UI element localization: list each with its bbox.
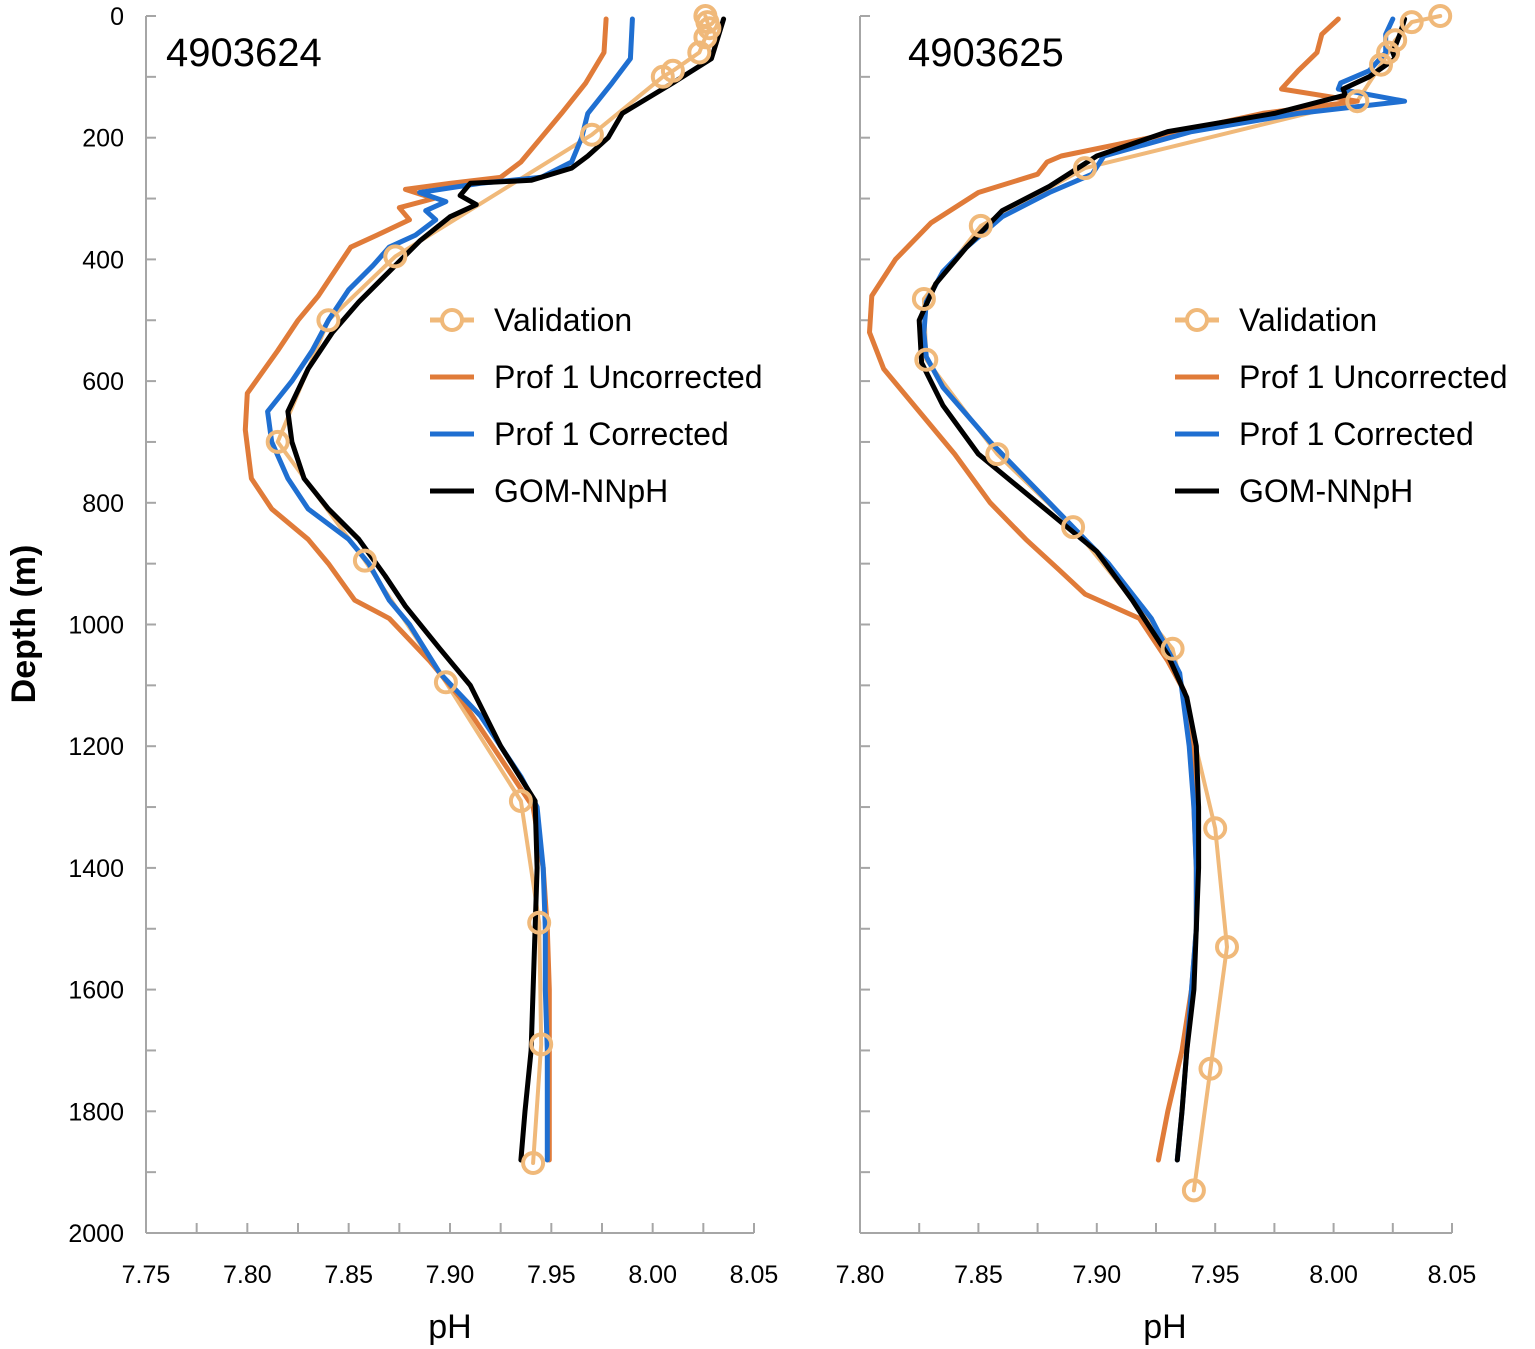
data-point — [1061, 515, 1086, 540]
x-tick-label: 7.85 — [324, 1261, 373, 1289]
data-point — [1345, 89, 1370, 114]
legend-label: Prof 1 Corrected — [1239, 416, 1474, 452]
legend-label: GOM-NNpH — [1239, 473, 1413, 509]
data-point — [687, 40, 712, 65]
data-point — [1198, 1056, 1223, 1081]
x-tick-label: 7.90 — [426, 1261, 475, 1289]
series-line-2 — [265, 16, 635, 1163]
x-tick-label: 7.75 — [122, 1261, 171, 1289]
x-tick-label: 7.90 — [1072, 1261, 1121, 1289]
y-tick-label: 1800 — [68, 1098, 124, 1126]
series-line-0 — [921, 14, 1443, 1193]
data-point — [265, 429, 290, 454]
y-tick-label: 600 — [82, 368, 124, 396]
legend-label: Prof 1 Uncorrected — [1239, 359, 1508, 395]
y-tick-label: 1400 — [68, 855, 124, 883]
y-tick-label: 1200 — [68, 733, 124, 761]
series-line-2 — [921, 16, 1408, 1163]
data-point — [914, 347, 939, 372]
data-point — [579, 122, 604, 147]
legend-label: Prof 1 Uncorrected — [494, 359, 763, 395]
data-point — [527, 910, 552, 935]
legend-label: Prof 1 Corrected — [494, 416, 729, 452]
x-tick-label: 7.80 — [836, 1261, 885, 1289]
legend: Validation Prof 1 Uncorrected Prof 1 Corre… — [430, 302, 763, 509]
data-point — [1428, 4, 1453, 28]
data-point — [433, 670, 458, 695]
data-point — [1215, 935, 1239, 959]
data-point — [650, 64, 675, 89]
data-point — [1181, 1178, 1206, 1203]
data-point — [529, 1032, 554, 1057]
x-axis-title: pH — [428, 1308, 471, 1346]
series-line-0 — [275, 14, 712, 1165]
x-tick-label: 8.00 — [1309, 1261, 1358, 1289]
legend-label: Validation — [1239, 302, 1377, 338]
series-line-3 — [916, 16, 1408, 1163]
x-tick-label: 8.05 — [730, 1261, 779, 1289]
legend-label: GOM-NNpH — [494, 473, 668, 509]
y-axis-title: Depth (m) — [5, 545, 43, 704]
data-point — [1160, 636, 1185, 661]
x-tick-label: 7.95 — [1191, 1261, 1240, 1289]
data-point — [316, 308, 341, 333]
data-point — [521, 1151, 546, 1175]
y-tick-label: 800 — [82, 490, 124, 518]
legend-label: Validation — [494, 302, 632, 338]
x-tick-label: 7.85 — [954, 1261, 1003, 1289]
data-point — [1203, 816, 1228, 841]
data-point — [968, 213, 993, 238]
legend-marker — [1185, 308, 1209, 332]
data-point — [352, 548, 377, 573]
chart-panel-1: 7.80 7.85 7.90 7.95 8.00 8.05 pH 4903625 Validat… — [836, 4, 1508, 1346]
series-line-1 — [867, 16, 1360, 1163]
data-point — [985, 442, 1010, 467]
data-point — [1073, 156, 1097, 181]
data-point — [1376, 40, 1401, 65]
chart-panel-0: 0 200 400 600 800 1000 1200 1400 1600 1800 2000 7.7… — [5, 3, 778, 1346]
panel-title: 4903625 — [908, 31, 1064, 75]
data-point — [508, 789, 533, 813]
y-tick-label: 2000 — [68, 1220, 124, 1248]
y-tick-label: 1600 — [68, 977, 124, 1005]
y-tick-label: 400 — [82, 246, 124, 274]
y-tick-label: 0 — [110, 3, 124, 31]
data-point — [1383, 28, 1408, 53]
x-tick-label: 8.00 — [628, 1261, 677, 1289]
data-point — [383, 244, 408, 269]
data-point — [1369, 52, 1393, 77]
x-tick-label: 7.80 — [223, 1261, 272, 1289]
panel-title: 4903624 — [166, 31, 322, 75]
x-axis-title: pH — [1143, 1308, 1186, 1346]
x-tick-label: 7.95 — [527, 1261, 576, 1289]
y-tick-label: 200 — [82, 125, 124, 153]
series-line-3 — [285, 16, 727, 1163]
data-point — [911, 287, 936, 311]
legend: Validation Prof 1 Uncorrected Prof 1 Corre… — [1175, 302, 1508, 509]
y-tick-label: 1000 — [68, 612, 124, 640]
x-tick-label: 8.05 — [1428, 1261, 1477, 1289]
data-point — [1399, 10, 1424, 35]
legend-marker — [440, 308, 464, 332]
